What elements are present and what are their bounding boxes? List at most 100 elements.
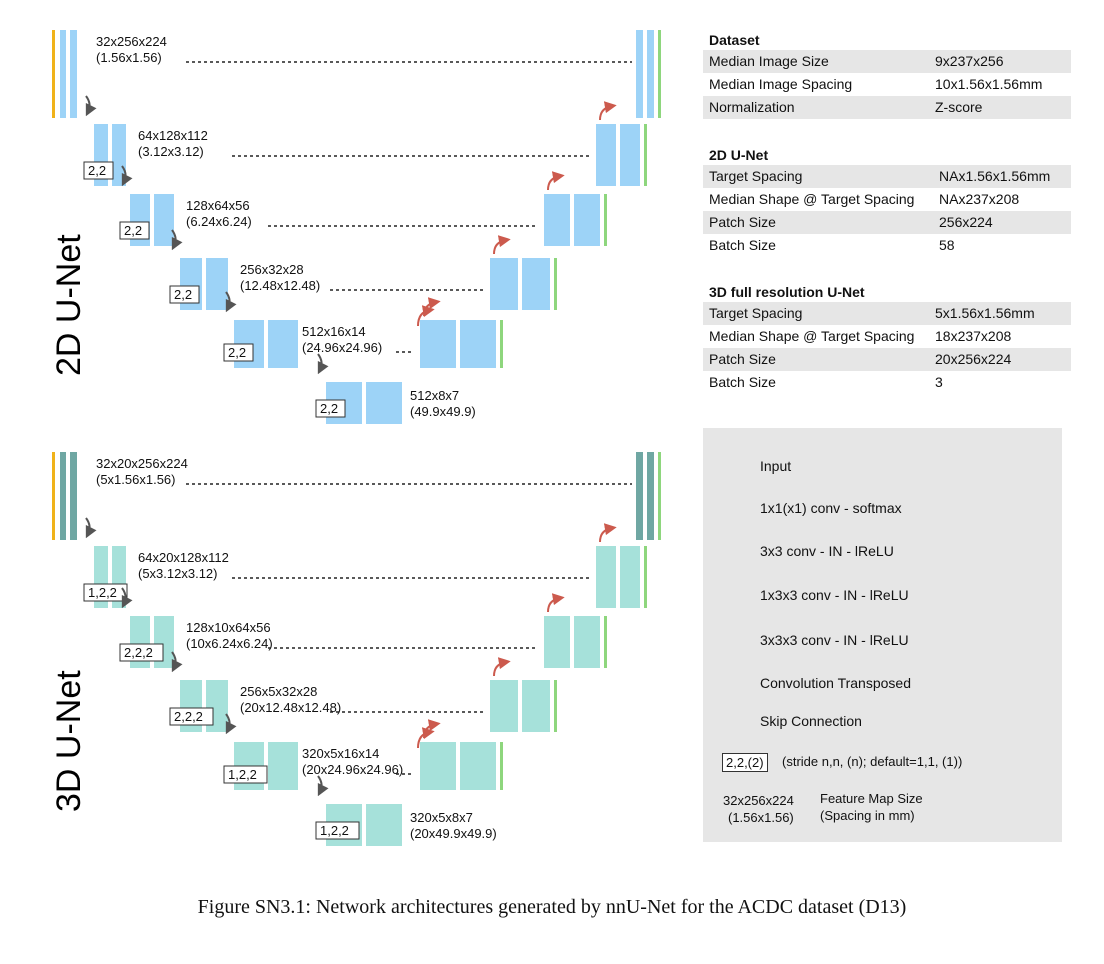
transposed-arrow [547,593,565,613]
legend-fm-spacing: (1.56x1.56) [728,810,794,825]
table-row: Median Image Size 9x237x256 [703,50,1071,73]
table-key: Patch Size [709,214,776,230]
down-arrow [225,291,237,313]
stride-box [119,643,164,662]
legend-label-conv2d: 3x3 conv - IN - lReLU [760,543,894,559]
table-row: Patch Size 256x224 [703,211,1071,234]
stride-box [169,285,200,304]
table-key: Median Image Spacing [709,76,853,92]
table-row: Patch Size 20x256x224 [703,348,1071,371]
stride-box [223,765,268,784]
transposed-arrow [599,523,617,543]
unet3d-title: 3D U-Net [50,670,88,812]
softmax-bar [644,546,647,608]
conv-block [268,742,298,790]
softmax-bar [658,452,661,540]
figure-caption: Figure SN3.1: Network architectures gene… [197,896,907,918]
transposed-arrow [417,727,435,749]
conv-block [522,258,550,310]
feature-map-size: 128x64x56 [186,198,250,213]
conv-block [544,194,570,246]
table-key: Batch Size [709,237,776,253]
table-value: 256x224 [939,214,993,230]
unet2d-table: 2D U-Net Target Spacing NAx1.56x1.56mm M… [703,145,1071,257]
legend-fm-size-label: Feature Map Size [820,791,923,806]
feature-map-size: 64x20x128x112 [138,550,229,565]
conv-block [420,320,456,368]
conv-block [70,452,77,540]
table-row: Median Image Spacing 10x1.56x1.56mm [703,73,1071,96]
stride-box [119,221,150,240]
unet3d-network: 1,2,22,2,22,2,21,2,21,2,232x20x256x224(5… [52,452,661,846]
unet3d-table: 3D full resolution U-Net Target Spacing … [703,282,1071,394]
input-bar [52,452,55,540]
conv-block [70,30,77,118]
feature-map-spacing: (24.96x24.96) [302,340,382,355]
feature-map-size: 256x32x28 [240,262,304,277]
feature-map-size: 32x256x224 [96,34,167,49]
conv-block [112,124,126,186]
feature-map-spacing: (5x3.12x3.12) [138,566,218,581]
stride-box [223,343,254,362]
stride-label: 2,2 [124,223,142,238]
feature-map-size: 256x5x32x28 [240,684,317,699]
feature-map-spacing: (10x6.24x6.24) [186,636,273,651]
conv-block [268,320,298,368]
feature-map-spacing: (6.24x6.24) [186,214,252,229]
conv-block [647,30,654,118]
legend-label-conv3d: 3x3x3 conv - IN - lReLU [760,632,909,648]
conv-block [544,616,570,668]
conv-block [60,452,66,540]
table-value: NAx1.56x1.56mm [939,168,1051,184]
table-row: Normalization Z-score [703,96,1071,119]
table-row: Batch Size 58 [703,234,1071,257]
softmax-bar [554,680,557,732]
unet2d-network: 2,2 2,2 2,2 2,2 2,2 32x256x224(1.56x1.56) 64x1… [52,30,661,424]
transposed-arrow [423,719,441,739]
conv-block [647,452,654,540]
table-key: Median Shape @ Target Spacing [709,328,915,344]
legend-label-skip: Skip Connection [760,713,862,729]
table-row: Median Shape @ Target Spacing NAx237x208 [703,188,1071,211]
table-value: 58 [939,237,955,253]
table-key: Normalization [709,99,795,115]
feature-map-size: 128x10x64x56 [186,620,271,635]
down-arrow [121,587,133,609]
conv-block [490,680,518,732]
table-value: 9x237x256 [935,53,1004,69]
softmax-bar [644,124,647,186]
unet2d-table-title: 2D U-Net [709,147,769,163]
feature-map-size: 512x8x7 [410,388,459,403]
table-value: NAx237x208 [939,191,1020,207]
table-value: 10x1.56x1.56mm [935,76,1043,92]
softmax-bar [604,194,607,246]
conv-block [460,742,496,790]
legend-label-input: Input [760,458,792,474]
legend-fm-size: 32x256x224 [723,793,794,808]
conv-block [574,194,600,246]
input-bar [52,30,55,118]
stride-label: 1,2,2 [228,767,257,782]
transposed-arrow [547,171,565,191]
table-value: 18x237x208 [935,328,1012,344]
transposed-arrow [417,305,435,327]
conv-block [206,258,228,310]
conv-block [620,124,640,186]
dataset-table-title: Dataset [709,32,760,48]
transposed-arrow [493,235,511,255]
down-arrow [225,713,237,735]
feature-map-spacing: (5x1.56x1.56) [96,472,176,487]
down-arrow [317,353,329,375]
transposed-arrow [599,101,617,121]
feature-map-size: 64x128x112 [138,128,208,143]
down-arrow [85,517,97,539]
feature-map-size: 320x5x8x7 [410,810,473,825]
conv-block [366,382,402,424]
conv-block [636,30,643,118]
table-key: Target Spacing [709,305,803,321]
conv-block [366,804,402,846]
table-key: Target Spacing [709,168,803,184]
stride-box [315,399,346,418]
down-arrow [317,775,329,797]
